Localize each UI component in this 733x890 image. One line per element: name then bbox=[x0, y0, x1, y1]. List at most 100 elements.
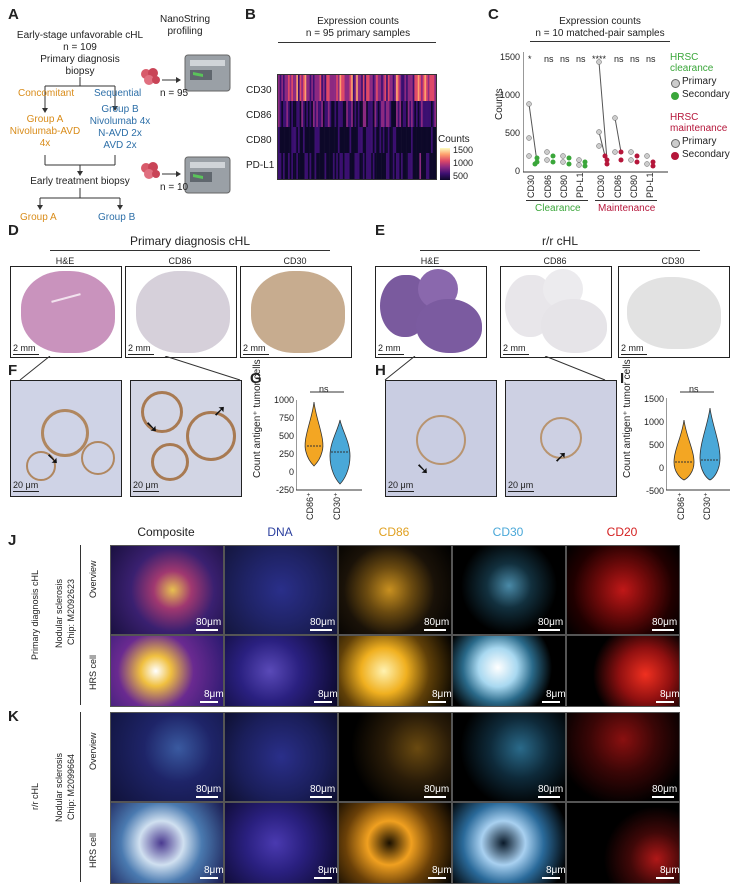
heatmap-cell bbox=[419, 153, 422, 179]
xtick-label: CD30⁺ bbox=[702, 492, 712, 520]
heatmap-cell bbox=[372, 153, 375, 179]
scale-bar bbox=[652, 796, 674, 798]
cd86-overview-image bbox=[338, 712, 452, 802]
legend-secondary-dot bbox=[671, 152, 679, 160]
heatmap-cell bbox=[306, 75, 309, 101]
heatmap-cell bbox=[294, 153, 297, 179]
heatmap-cell bbox=[414, 101, 417, 127]
side-label: Chip: M2099664 bbox=[66, 753, 76, 820]
groupB-line2: N-AVD 2x bbox=[98, 128, 142, 139]
heatmap-cell bbox=[386, 101, 389, 127]
legend-primary: Primary bbox=[682, 136, 717, 147]
xtick-label: CD80 bbox=[629, 174, 639, 198]
heatmap-cell bbox=[354, 127, 357, 153]
heatmap-cell bbox=[322, 153, 325, 179]
heatmap-cell bbox=[332, 75, 335, 101]
heatmap-cell bbox=[421, 153, 423, 179]
heatmap-cell bbox=[281, 101, 284, 127]
heatmap-cell bbox=[401, 153, 404, 179]
scale-label: 8μm bbox=[660, 865, 680, 876]
heatmap-cell bbox=[301, 75, 304, 101]
heatmap-cell bbox=[426, 101, 428, 127]
heatmap-cell bbox=[279, 127, 282, 153]
scale-bar bbox=[310, 629, 332, 631]
heatmap-cell bbox=[309, 75, 312, 101]
heatmap-cell bbox=[412, 101, 415, 127]
heatmap-cell bbox=[352, 101, 355, 127]
side-label: Chip: M2092623 bbox=[66, 578, 76, 645]
heatmap-cell bbox=[379, 127, 382, 153]
dna-overview-image bbox=[224, 545, 338, 635]
heatmap-cell bbox=[286, 153, 289, 179]
scale-bar bbox=[621, 354, 647, 355]
heatmap-cell bbox=[337, 75, 340, 101]
dna-hrs-image bbox=[224, 635, 338, 707]
stain-label: CD30 bbox=[283, 256, 307, 266]
violin-plot bbox=[666, 391, 730, 491]
heatmap-cell bbox=[356, 75, 359, 101]
heatmap-cell bbox=[296, 75, 299, 101]
heatmap-cell bbox=[364, 101, 367, 127]
heatmap-cell bbox=[292, 127, 295, 153]
heatmap-cell bbox=[336, 127, 339, 153]
heatmap-cell bbox=[384, 75, 387, 101]
heatmap-cell bbox=[397, 127, 400, 153]
heatmap-cell bbox=[387, 127, 390, 153]
scale-label: 2 mm bbox=[503, 343, 526, 353]
clearance-group-label: Clearance bbox=[535, 203, 581, 214]
sig-label: ns bbox=[576, 54, 586, 64]
cd86-tissue-image bbox=[125, 266, 237, 358]
heatmap-cell bbox=[312, 127, 315, 153]
heatmap-cell bbox=[299, 127, 302, 153]
heatmap-cell bbox=[361, 127, 364, 153]
cd30-overview-image bbox=[452, 545, 566, 635]
heatmap-cell bbox=[291, 127, 294, 153]
scale-label: 20 μm bbox=[508, 480, 534, 490]
heatmap-cell bbox=[342, 127, 345, 153]
cd20-overview-image bbox=[566, 712, 680, 802]
heatmap-cell bbox=[389, 75, 392, 101]
heatmap-cell bbox=[394, 101, 397, 127]
heatmap-cell bbox=[337, 127, 340, 153]
heatmap-cell bbox=[316, 153, 319, 179]
heatmap-cell bbox=[287, 127, 290, 153]
scale-label: 2 mm bbox=[243, 343, 266, 353]
heatmap-cell bbox=[321, 101, 324, 127]
heatmap-cell bbox=[332, 127, 335, 153]
heatmap-cell bbox=[297, 153, 300, 179]
heatmap-cell bbox=[359, 101, 362, 127]
heatmap-cell bbox=[324, 75, 327, 101]
panelB-title2: n = 95 primary samples bbox=[305, 28, 411, 39]
heatmap-cell bbox=[411, 101, 414, 127]
heatmap-cell bbox=[302, 75, 305, 101]
heatmap-cell bbox=[376, 101, 379, 127]
side-rule bbox=[80, 712, 81, 882]
cd86-hrs-image bbox=[338, 802, 452, 884]
heatmap-cell bbox=[372, 127, 375, 153]
expression-heatmap bbox=[277, 74, 437, 180]
heatmap-cell bbox=[402, 153, 405, 179]
violin-plot bbox=[296, 391, 362, 491]
panelB-title-rule bbox=[278, 42, 436, 43]
heatmap-cell bbox=[389, 153, 392, 179]
sig-label: ns bbox=[630, 54, 640, 64]
scale-label: 8μm bbox=[318, 865, 338, 876]
heatmap-cell bbox=[381, 127, 384, 153]
heatmap-cell bbox=[344, 153, 347, 179]
legend-title: Counts bbox=[438, 134, 470, 145]
xtick-label: CD86 bbox=[613, 174, 623, 198]
legend-primary: Primary bbox=[682, 76, 717, 87]
heatmap-cell bbox=[309, 127, 312, 153]
scale-bar bbox=[538, 796, 560, 798]
xtick-label: CD86⁺ bbox=[676, 492, 686, 520]
heatmap-cell bbox=[357, 127, 360, 153]
heatmap-cell bbox=[359, 153, 362, 179]
heatmap-cell bbox=[337, 101, 340, 127]
panel-label-a: A bbox=[8, 6, 19, 23]
cd30-tissue-image bbox=[240, 266, 352, 358]
heatmap-cell bbox=[379, 101, 382, 127]
groupA-line2: 4x bbox=[39, 138, 51, 149]
colorbar-tick: 1500 bbox=[453, 145, 474, 155]
scale-bar bbox=[243, 354, 269, 355]
heatmap-cell bbox=[281, 75, 284, 101]
